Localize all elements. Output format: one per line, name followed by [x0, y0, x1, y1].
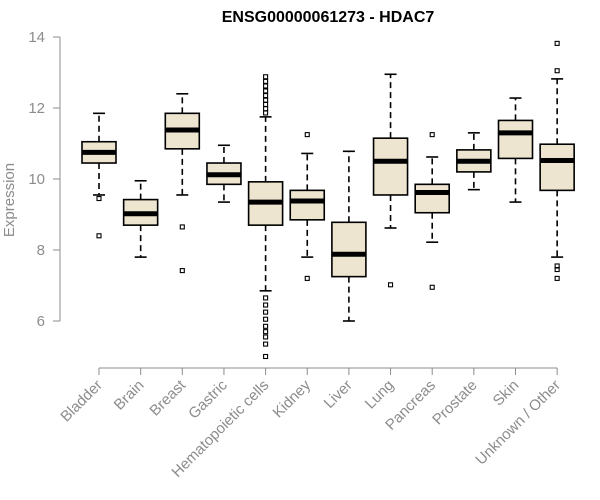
box-prostate — [456, 132, 492, 191]
iqr-box — [414, 183, 451, 214]
x-tick-label: Skin — [490, 377, 523, 410]
y-tick-label: 12 — [28, 100, 45, 117]
box-brain — [122, 179, 159, 258]
x-tick-label: Liver — [321, 377, 356, 412]
outlier-point — [263, 353, 269, 360]
y-axis-label: Expression — [1, 163, 18, 237]
box-lung — [372, 73, 409, 288]
outlier-point — [304, 275, 310, 281]
box-liver — [331, 150, 367, 322]
outlier-point — [263, 88, 269, 94]
outlier-point — [263, 97, 269, 103]
outlier-point — [263, 329, 269, 335]
box-pancreas — [414, 132, 451, 290]
box-bladder — [81, 112, 117, 239]
x-tick-label: Breast — [146, 376, 189, 419]
y-axis: 6 8 10 12 14 — [28, 29, 61, 330]
boxes-group — [81, 40, 575, 360]
box-skin — [497, 97, 534, 203]
outlier-point — [263, 323, 269, 329]
outlier-point — [387, 282, 394, 288]
outlier-point — [554, 40, 560, 46]
outlier-point — [554, 275, 560, 281]
outlier-point — [429, 284, 435, 290]
y-tick-label: 10 — [28, 171, 45, 188]
outlier-point — [96, 233, 102, 239]
iqr-box — [372, 137, 409, 196]
box-hematopoietic-cells — [247, 74, 284, 360]
outlier-point — [263, 302, 269, 308]
x-tick-label: Kidney — [270, 376, 315, 421]
box-kidney — [289, 132, 326, 281]
iqr-box — [497, 119, 534, 160]
outlier-point — [263, 101, 269, 107]
box-gastric — [206, 144, 242, 203]
outlier-point — [263, 83, 269, 89]
outlier-point — [554, 68, 560, 74]
box-unknown-other — [539, 40, 575, 281]
outlier-point — [263, 295, 269, 301]
outlier-point — [179, 224, 185, 230]
outlier-point — [429, 132, 435, 138]
outlier-point — [263, 309, 269, 315]
y-tick-label: 14 — [28, 29, 45, 46]
x-tick-label: Brain — [111, 377, 148, 414]
outlier-point — [263, 316, 269, 322]
outlier-point — [263, 93, 269, 99]
outlier-point — [179, 268, 185, 274]
outlier-point — [554, 266, 560, 273]
outlier-point — [263, 106, 269, 112]
outlier-point — [263, 110, 269, 116]
iqr-box — [289, 189, 326, 221]
outlier-point — [263, 341, 269, 347]
x-tick-label: Lung — [362, 377, 398, 413]
outlier-point — [263, 78, 269, 84]
x-tick-label: Prostate — [429, 377, 481, 429]
outlier-point — [263, 74, 269, 80]
outlier-point — [304, 132, 310, 138]
box-breast — [164, 93, 201, 274]
outlier-point — [263, 334, 269, 340]
y-tick-label: 6 — [37, 313, 45, 330]
iqr-box — [331, 221, 367, 278]
x-tick-label: Bladder — [57, 377, 106, 426]
outlier-point — [96, 195, 102, 202]
chart-title: ENSG00000061273 - HDAC7 — [222, 9, 435, 26]
y-tick-label: 8 — [37, 242, 45, 259]
iqr-box — [539, 143, 575, 192]
